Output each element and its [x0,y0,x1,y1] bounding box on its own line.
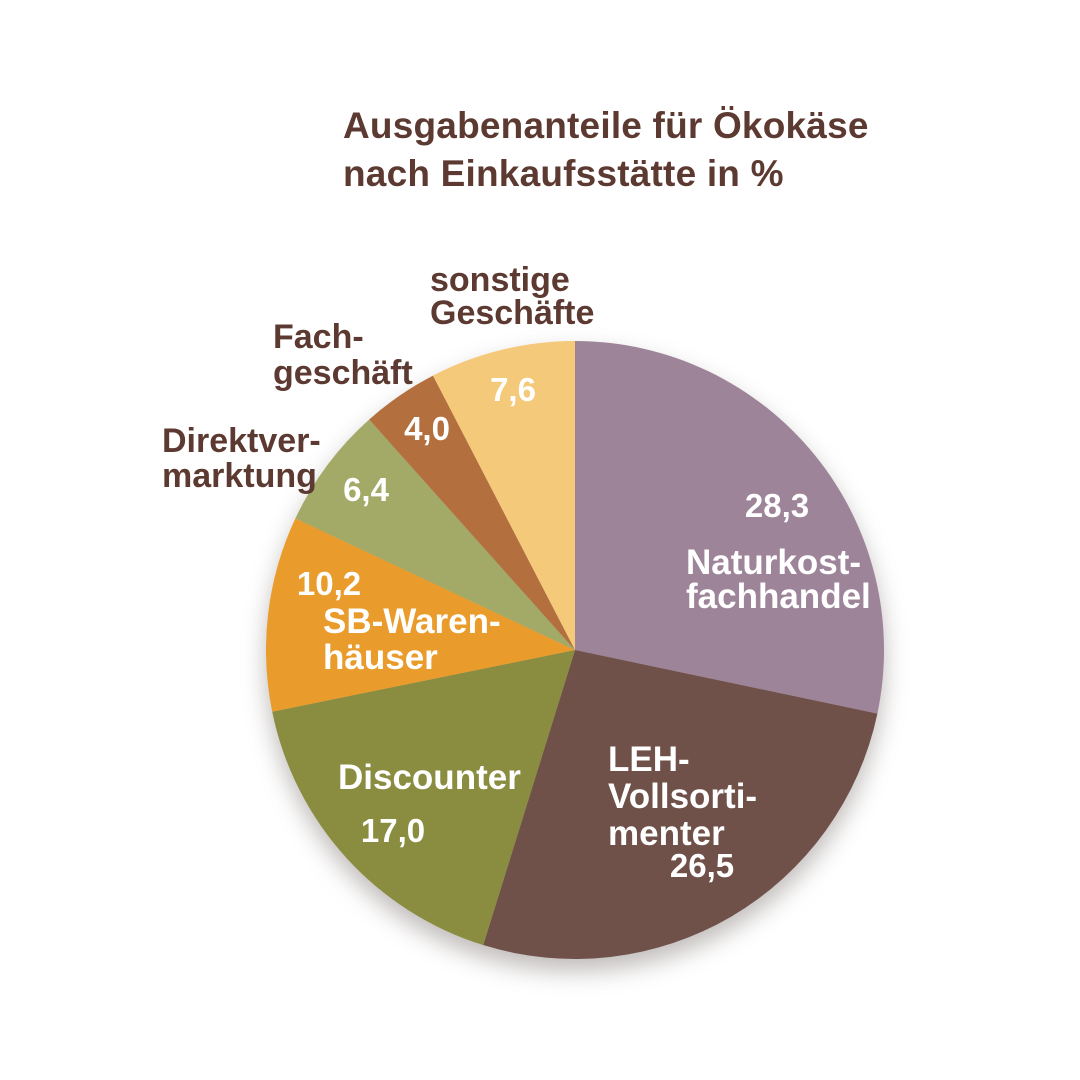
pie-slice-naturkostfachhandel [575,341,884,714]
pie-slice-sonstige-geschaefte [432,341,575,650]
slice-label-discounter-line1: Discounter [338,758,521,797]
slice-label-leh-vollsortimenter-line3: menter [608,814,725,853]
chart-title-line1: Ausgabenanteile für Ökokäse [343,105,869,146]
value-label-naturkostfachhandel: 28,3 [745,487,809,524]
pie-slice-discounter [272,650,575,946]
slice-label-leh-vollsortimenter-line1: LEH- [608,740,690,779]
slice-label-leh-vollsortimenter-line2: Vollsorti- [608,777,757,816]
slice-label-sonstige-geschaefte-line1: sonstige [430,261,570,299]
slice-label-fachgeschaeft-line2: geschäft [273,354,413,392]
slice-label-sb-warenhaeuser-line2: häuser [323,638,438,677]
value-label-leh-vollsortimenter: 26,5 [670,847,734,884]
chart-title-line2: nach Einkaufsstätte in % [343,153,784,194]
slice-label-direktvermarktung-line1: Direktver- [162,422,321,460]
value-label-sb-warenhaeuser: 10,2 [297,565,361,602]
value-label-sonstige-geschaefte: 7,6 [490,371,536,408]
slice-label-naturkostfachhandel-line2: fachhandel [686,577,871,616]
value-label-direktvermarktung: 6,4 [343,471,390,508]
slice-label-direktvermarktung-line2: marktung [162,457,317,495]
value-label-fachgeschaeft: 4,0 [404,410,450,447]
pie-slice-sb-warenhaeuser [266,518,575,712]
pie-slice-fachgeschaeft [369,375,575,650]
slice-label-naturkostfachhandel-line1: Naturkost- [686,543,861,582]
pie-slice-direktvermarktung [295,419,575,650]
slice-label-sb-warenhaeuser-line1: SB-Waren- [323,602,501,641]
slice-label-sonstige-geschaefte-line2: Geschäfte [430,294,594,332]
page-title: Ausgabenanteile für Ökokäse nach Einkauf… [343,102,869,198]
pie-slices [266,341,884,960]
value-label-discounter: 17,0 [361,812,425,849]
pie-labels: 28,3 Naturkost-fachhandel 26,5 LEH-Vollsort… [162,261,871,884]
slice-label-fachgeschaeft-line1: Fach- [273,318,364,356]
pie-slice-leh-vollsortimenter [483,650,878,960]
